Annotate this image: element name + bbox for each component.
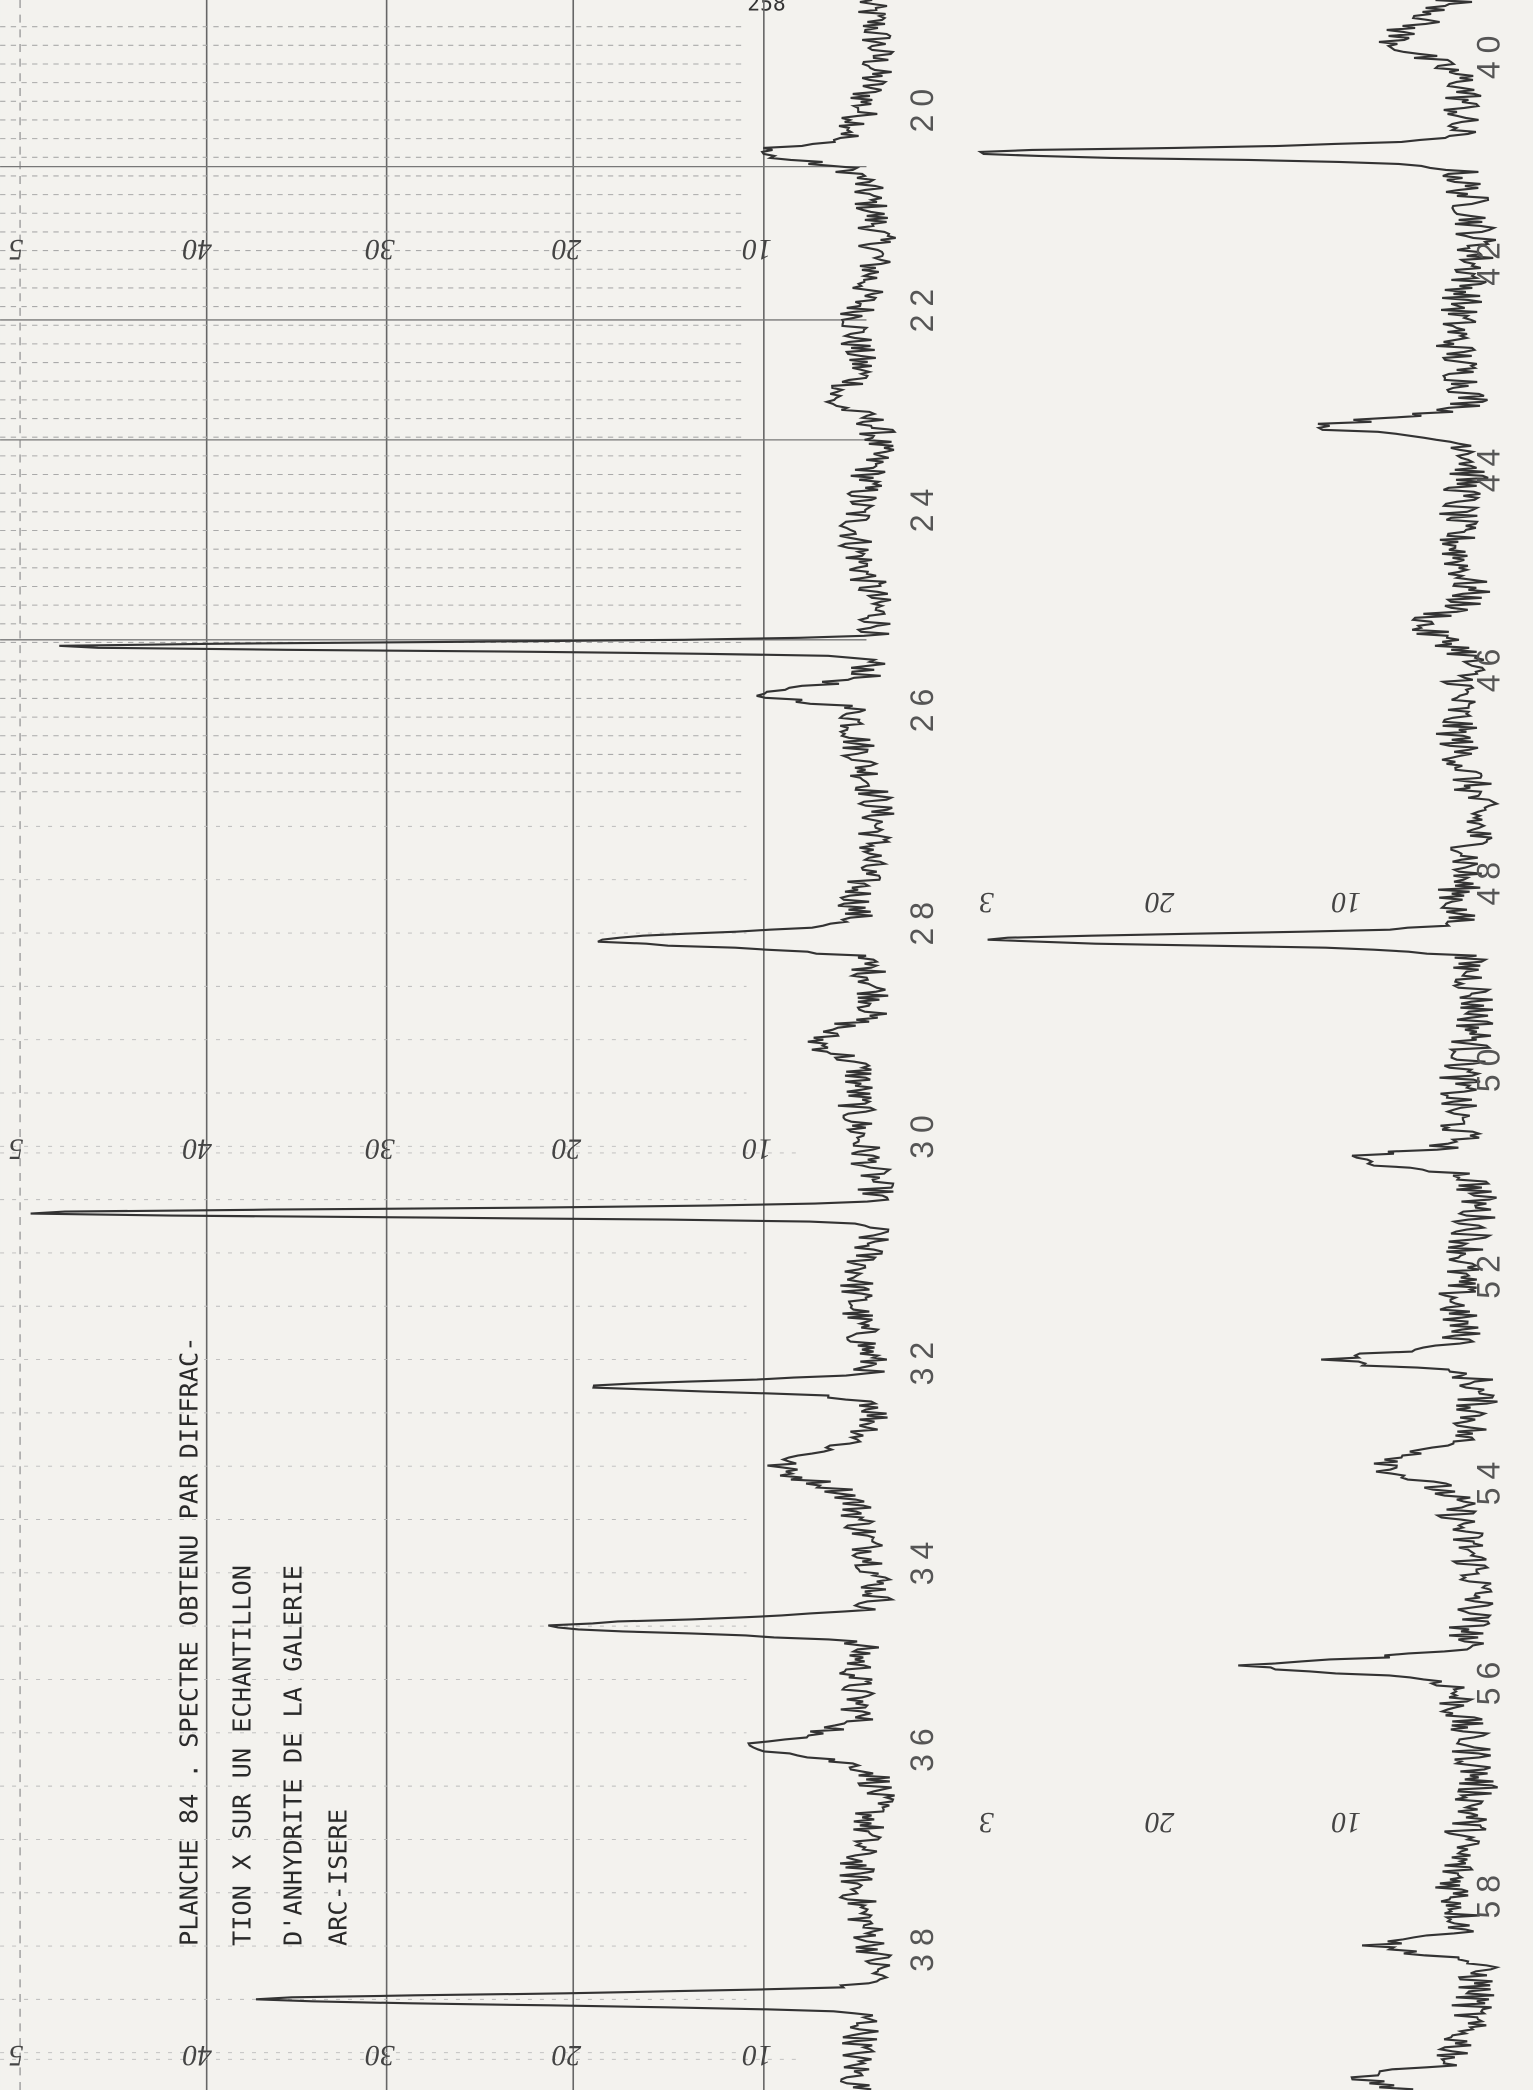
caption-line: ARC-ISERE [323,1809,353,1946]
intensity-label: 10 [742,1133,772,1165]
intensity-label: 40 [182,233,212,265]
labels: 5 40 30 20 10 5 40 30 20 10 5 40 30 20 10 3 20 10 3 20 10 20 2… [9,28,1507,2071]
intensity-label: 20 [552,2039,582,2071]
angle-label: 50 [1471,1041,1507,1093]
angle-label: 32 [904,1334,940,1386]
angle-label: 28 [904,894,940,946]
intensity-label: 30 [365,233,396,265]
angle-label: 30 [904,1107,940,1159]
angle-label: 56 [1471,1654,1507,1706]
angle-label: 36 [904,1720,940,1772]
trace [30,0,897,2090]
angle-label: 52 [1471,1247,1507,1299]
angle-label: 24 [904,481,940,533]
intensity-label: 20 [1145,1806,1175,1838]
angle-label: 40 [1471,28,1507,80]
intensity-label: 3 [979,886,995,918]
caption-line: D'ANHYDRITE DE LA GALERIE [277,1565,307,1946]
angle-label: 42 [1471,234,1507,286]
angle-label: 38 [904,1920,940,1972]
intensity-label: 3 [979,1806,995,1838]
intensity-label: 10 [742,233,772,265]
intensity-label: 30 [365,1133,396,1165]
intensity-label: 5 [9,1133,24,1165]
intensity-label: 5 [9,233,24,265]
angle-label: 54 [1471,1454,1507,1506]
angle-label: 44 [1471,441,1507,493]
angle-label: 46 [1471,641,1507,693]
caption-line: PLANCHE 84 . SPECTRE OBTENU PAR DIFFRAC- [173,1336,203,1946]
angle-label: 34 [904,1534,940,1586]
caption-line: TION X SUR UN ECHANTILLON [227,1565,257,1946]
intensity-label: 20 [552,233,582,265]
intensity-label: 20 [552,1133,582,1165]
angle-label: 26 [904,681,940,733]
angle-label: 20 [904,81,940,133]
intensity-label: 20 [1145,886,1175,918]
chart-grid [0,0,867,2090]
intensity-label: 40 [182,2039,212,2071]
trace [977,0,1501,2090]
intensity-label: 10 [1331,886,1361,918]
intensity-label: 10 [1331,1806,1361,1838]
angle-label: 48 [1471,854,1507,906]
intensity-label: 5 [9,2039,24,2071]
intensity-label: 30 [365,2039,396,2071]
page-number: 258 [747,0,786,17]
traces [30,0,1501,2090]
angle-label: 58 [1471,1867,1507,1919]
angle-label: 22 [904,281,940,333]
intensity-label: 40 [182,1133,212,1165]
caption: PLANCHE 84 . SPECTRE OBTENU PAR DIFFRAC-… [173,1336,352,1946]
intensity-label: 10 [742,2039,772,2071]
